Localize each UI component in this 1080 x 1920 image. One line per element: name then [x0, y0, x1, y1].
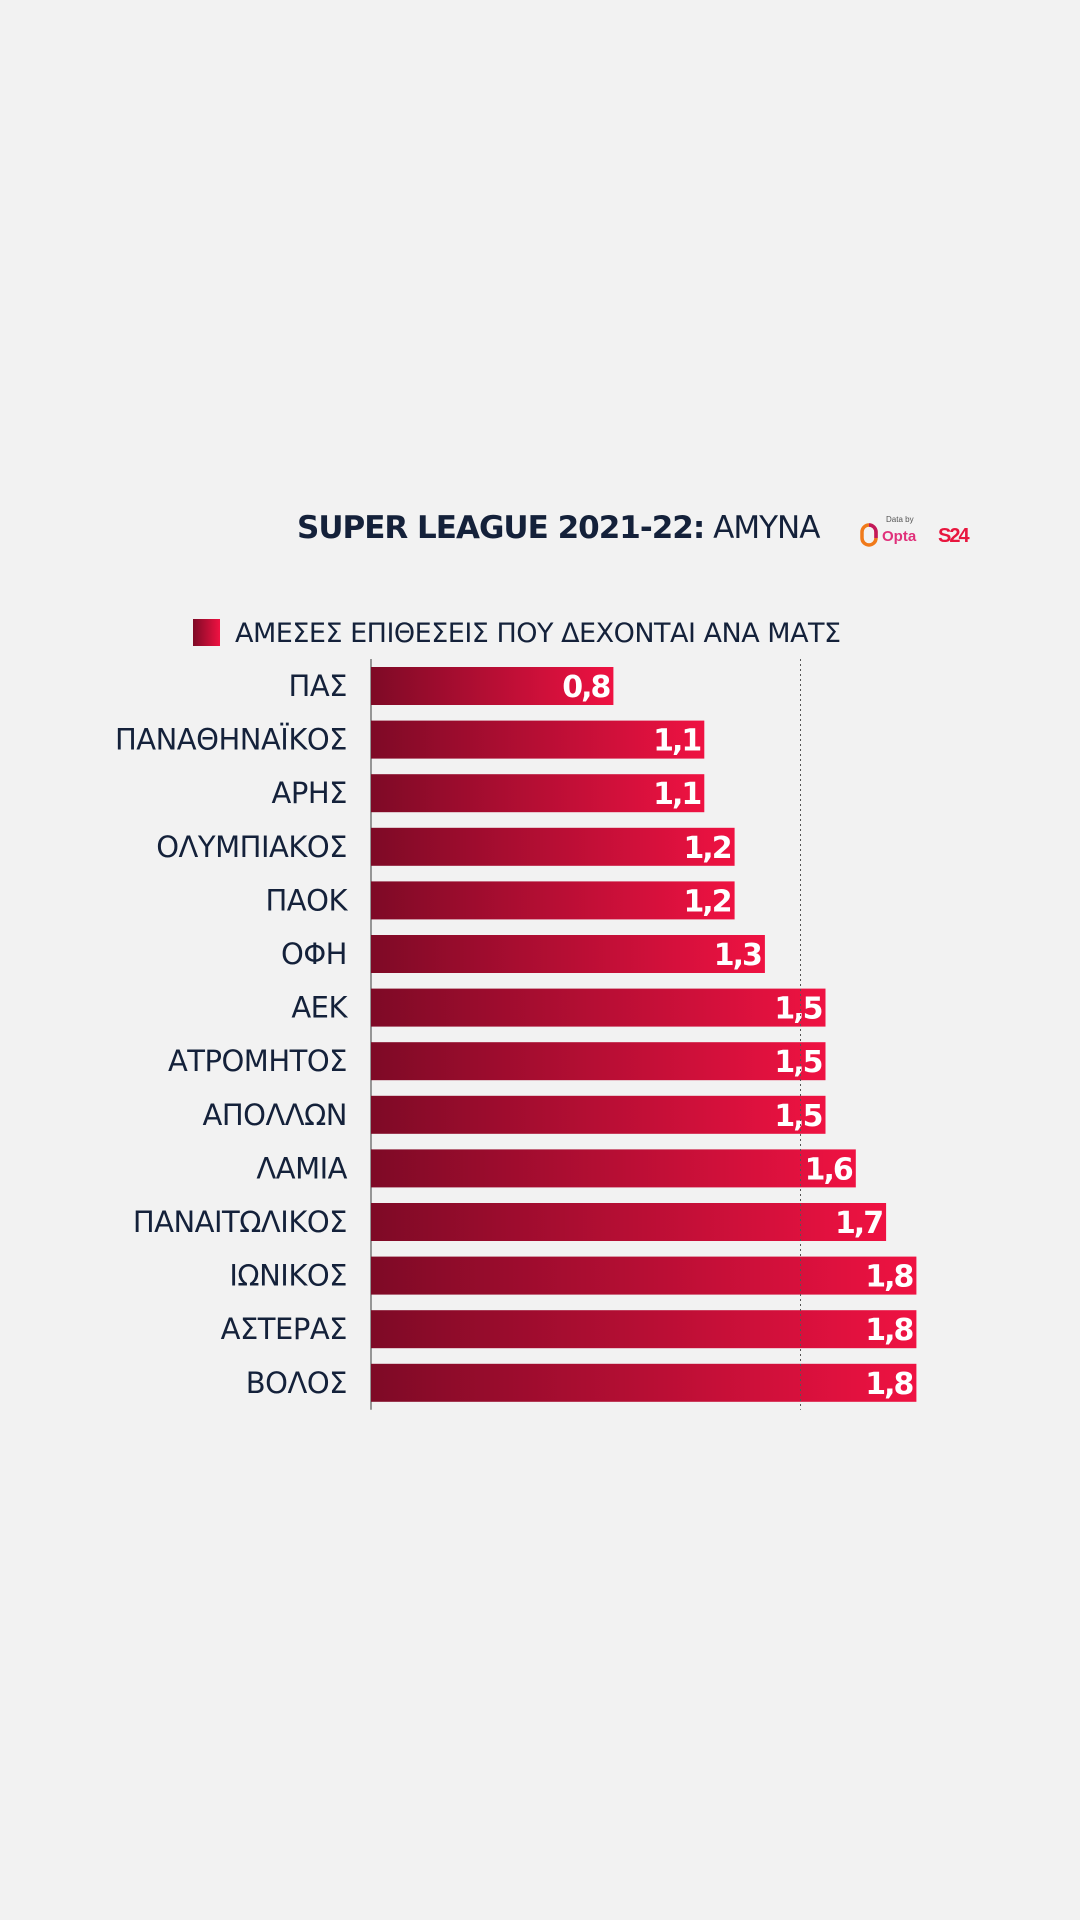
- bar: [371, 827, 735, 866]
- bar: [371, 1149, 856, 1188]
- data-label: 1,2: [683, 884, 730, 919]
- category-label: ΠΑΝΑΙΤΩΛΙΚΟΣ: [133, 1205, 347, 1239]
- legend-label: ΑΜΕΣΕΣ ΕΠΙΘΕΣΕΙΣ ΠΟΥ ΔΕΧΟΝΤΑΙ ΑΝΑ ΜΑΤΣ: [235, 618, 841, 649]
- bar: [371, 1042, 826, 1081]
- bar: [371, 988, 826, 1027]
- data-label: 1,5: [774, 1099, 821, 1134]
- data-label: 1,1: [653, 724, 700, 759]
- category-label: ΒΟΛΟΣ: [246, 1366, 347, 1400]
- data-label: 0,8: [562, 670, 610, 705]
- data-label: 1,5: [774, 992, 821, 1027]
- bar: [371, 1256, 917, 1295]
- bar: [371, 1095, 826, 1134]
- category-label: ΟΦΗ: [281, 937, 347, 971]
- logos: Data by Opta S24: [860, 515, 972, 547]
- bar: [371, 667, 614, 705]
- category-label: ΑΤΡΟΜΗΤΟΣ: [168, 1044, 347, 1078]
- bar: [371, 1203, 887, 1241]
- data-label: 1,2: [683, 831, 730, 866]
- category-label: ΠΑΣ: [289, 669, 347, 703]
- data-label: 1,1: [653, 777, 700, 812]
- category-label: ΙΩΝΙΚΟΣ: [229, 1259, 347, 1293]
- category-label: ΑΡΗΣ: [272, 776, 347, 810]
- category-label: ΑΕΚ: [291, 991, 348, 1025]
- category-label: ΟΛΥΜΠΙΑΚΟΣ: [156, 830, 347, 864]
- bar: [371, 774, 705, 813]
- data-label: 1,7: [835, 1206, 882, 1241]
- data-label: 1,6: [805, 1152, 853, 1187]
- category-label: ΠΑΟΚ: [266, 883, 349, 917]
- bar: [371, 935, 765, 973]
- data-label: 1,3: [714, 938, 761, 973]
- chart-title-sub: ΑΜΥΝΑ: [713, 510, 820, 546]
- bar: [371, 881, 735, 920]
- category-label: ΑΠΟΛΛΩΝ: [202, 1098, 347, 1132]
- data-label: 1,8: [865, 1367, 913, 1402]
- s24-logo: S24: [938, 525, 970, 547]
- data-label: 1,8: [865, 1313, 913, 1348]
- legend-swatch: [193, 619, 220, 646]
- bar: [371, 1310, 917, 1349]
- data-label: 1,5: [774, 1045, 821, 1080]
- data-by-text: Data by: [886, 515, 914, 524]
- bar: [371, 1363, 917, 1402]
- category-label: ΠΑΝΑΘΗΝΑΪΚΟΣ: [115, 723, 347, 757]
- category-label: ΛΑΜΙΑ: [256, 1151, 347, 1185]
- bar: [371, 720, 705, 759]
- chart-title-main: SUPER LEAGUE 2021-22:: [297, 510, 705, 546]
- opta-logo-text: Opta: [882, 528, 917, 545]
- data-label: 1,8: [865, 1260, 913, 1295]
- chart-title: SUPER LEAGUE 2021-22: ΑΜΥΝΑ: [297, 510, 820, 546]
- category-label: ΑΣΤΕΡΑΣ: [221, 1312, 347, 1346]
